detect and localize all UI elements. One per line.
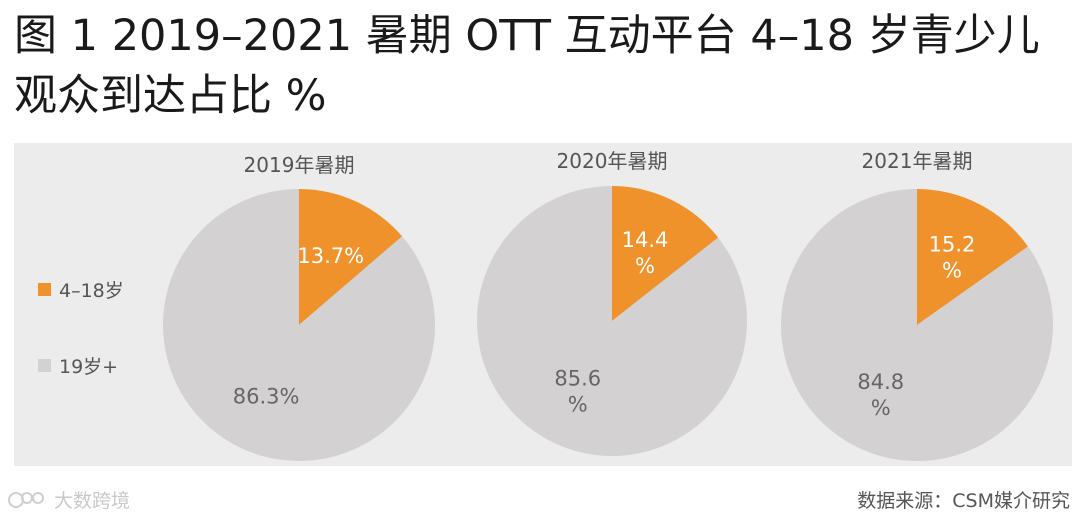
legend-label-19-plus: 19岁+ xyxy=(59,356,119,378)
chart-title: 图 1 2019–2021 暑期 OTT 互动平台 4–18 岁青少儿观众到达占… xyxy=(14,11,1040,121)
pie-title-2021: 2021年暑期 xyxy=(862,149,973,173)
pie-slice-2020-19-plus xyxy=(476,186,747,456)
pie-title-2019: 2019年暑期 xyxy=(244,153,355,177)
legend-swatch-4-18 xyxy=(38,283,51,296)
data-source: 数据来源：CSM媒介研究 xyxy=(857,490,1070,512)
pie-slice-2019-19-plus xyxy=(162,189,436,461)
legend-label-4-18: 4–18岁 xyxy=(59,280,124,302)
pie-title-2020: 2020年暑期 xyxy=(557,149,668,173)
data-label-2019-4-18: 13.7% xyxy=(297,244,364,268)
pie-slice-2020-4-18 xyxy=(612,186,719,321)
data-label-2021-19-plus: 84.8% xyxy=(857,370,904,420)
pie-slice-2019-4-18 xyxy=(299,189,403,325)
pie-slice-2021-4-18 xyxy=(917,189,1029,325)
data-label-2020-19-plus: 85.6% xyxy=(554,366,601,416)
watermark: 大数跨境 xyxy=(8,486,130,513)
data-label-2020-4-18: 14.4% xyxy=(622,228,669,278)
watermark-logo-icon xyxy=(8,491,44,508)
legend-item-19-plus: 19岁+ xyxy=(38,352,118,379)
legend-swatch-19-plus xyxy=(38,359,51,372)
legend-item-4-18: 4–18岁 xyxy=(38,276,124,303)
data-label-2021-4-18: 15.2% xyxy=(929,232,976,282)
data-label-2019-19-plus: 86.3% xyxy=(233,385,300,409)
pie-slice-2021-19-plus xyxy=(781,189,1053,461)
watermark-text: 大数跨境 xyxy=(54,490,131,512)
